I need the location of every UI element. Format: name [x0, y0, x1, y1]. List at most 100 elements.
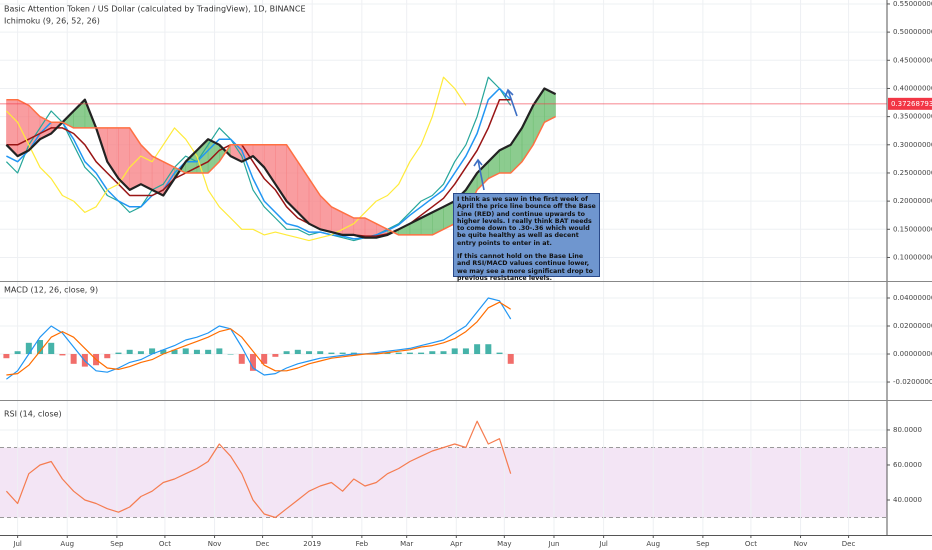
y-tick-label: 0.55000000 [893, 0, 932, 8]
y-tick-label: 0.04000000 [893, 294, 932, 302]
y-tick-label: 0.02000000 [893, 322, 932, 330]
histogram-bar [126, 349, 133, 355]
x-tick-label: Sep [696, 540, 710, 548]
y-tick-label: 0.25000000 [893, 169, 932, 177]
histogram-bar [440, 351, 447, 355]
histogram-bar [474, 344, 481, 355]
histogram-bar [182, 348, 189, 355]
arrow [504, 88, 518, 117]
histogram-bar [171, 349, 178, 355]
series-line [6, 87, 512, 240]
axis-background [887, 0, 932, 550]
y-tick-label: 0.15000000 [893, 225, 932, 233]
x-tick-label: Feb [356, 540, 369, 548]
histogram-bar [104, 354, 111, 359]
histogram-bar [227, 354, 234, 355]
histogram-bar [294, 349, 301, 355]
histogram-bar [59, 354, 66, 356]
histogram-bar [3, 354, 10, 359]
series-line [6, 98, 511, 237]
x-tick-label: Nov [794, 540, 808, 548]
x-tick-label: Dec [842, 540, 856, 548]
y-tick-label: 40.0000 [893, 496, 922, 504]
y-tick-label: -0.02000000 [893, 378, 932, 386]
annotation-box: I think as we saw in the first week of A… [453, 193, 600, 282]
series-line [6, 297, 512, 380]
x-tick-label: Mar [400, 540, 413, 548]
y-tick-label: 0.10000000 [893, 253, 932, 261]
cloud-segment [264, 144, 276, 185]
x-tick-label: Sep [110, 540, 124, 548]
histogram-bar [507, 354, 514, 364]
histogram-bar [272, 354, 279, 357]
histogram-bar [115, 352, 122, 355]
series-line [6, 301, 512, 376]
histogram-bar [406, 352, 413, 355]
x-tick-label: Apr [450, 540, 462, 548]
histogram-bar [25, 342, 32, 355]
y-tick-label: 60.0000 [893, 461, 922, 469]
histogram-bar [451, 348, 458, 355]
series-line [5, 76, 467, 242]
histogram-bar [160, 349, 167, 355]
histogram-bar [418, 352, 425, 355]
series-line [5, 420, 512, 519]
histogram-bar [37, 340, 44, 355]
histogram-bar [339, 352, 346, 355]
y-tick-label: 0.20000000 [893, 197, 932, 205]
x-tick-label: Aug [60, 540, 74, 548]
histogram-bar [216, 348, 223, 355]
chart-title: Basic Attention Token / US Dollar (calcu… [4, 5, 306, 14]
histogram-bar [238, 354, 245, 364]
annotation-arrows [473, 88, 518, 191]
histogram-bar [14, 351, 21, 355]
x-tick-label: Dec [256, 540, 270, 548]
y-tick-label: 0.00000000 [893, 350, 932, 358]
histogram-bar [249, 354, 256, 371]
x-tick-label: May [497, 540, 511, 548]
histogram-bar [496, 352, 503, 355]
y-tick-label: 0.45000000 [893, 56, 932, 64]
histogram-bar [485, 344, 492, 355]
y-tick-label: 0.30000000 [893, 141, 932, 149]
indicator-title: MACD (12, 26, close, 9) [4, 286, 98, 295]
x-tick-label: Aug [646, 540, 660, 548]
annotation-text: I think as we saw in the first week of A… [457, 196, 596, 247]
indicator-title: RSI (14, close) [4, 410, 62, 419]
histogram-bar [317, 351, 324, 355]
x-tick-label: Oct [159, 540, 171, 548]
histogram-bar [283, 351, 290, 355]
histogram-bar [48, 342, 55, 355]
x-tick-label: 2019 [303, 540, 321, 548]
x-tick-label: Nov [208, 540, 222, 548]
y-tick-label: 0.50000000 [893, 28, 932, 36]
y-tick-label: 0.40000000 [893, 84, 932, 92]
series-line [5, 76, 512, 242]
histogram-bar [384, 352, 391, 355]
series-line [5, 87, 557, 239]
histogram-bar [70, 354, 77, 364]
annotation-text: If this cannot hold on the Base Line and… [457, 253, 593, 282]
histogram-bar [193, 349, 200, 355]
x-tick-label: Oct [745, 540, 757, 548]
band-fill [0, 447, 887, 518]
histogram-bar [261, 354, 268, 364]
histogram-bar [205, 349, 212, 355]
indicator-title: Ichimoku (9, 26, 52, 26) [4, 17, 100, 26]
histogram-bar [373, 352, 380, 355]
arrow [473, 158, 485, 191]
histogram-bar [328, 352, 335, 355]
price-label: 0.37268793 [891, 100, 932, 108]
histogram-bar [395, 352, 402, 355]
price-label-box [888, 97, 932, 110]
histogram-bar [306, 351, 313, 355]
histogram-bar [350, 352, 357, 355]
histogram-bar [429, 351, 436, 355]
y-tick-label: 0.35000000 [893, 113, 932, 121]
histogram-bar [462, 348, 469, 355]
cloud-segment [140, 144, 153, 191]
x-tick-label: Jul [598, 540, 608, 548]
x-tick-label: Jul [12, 540, 22, 548]
x-tick-label: Jun [548, 540, 560, 548]
